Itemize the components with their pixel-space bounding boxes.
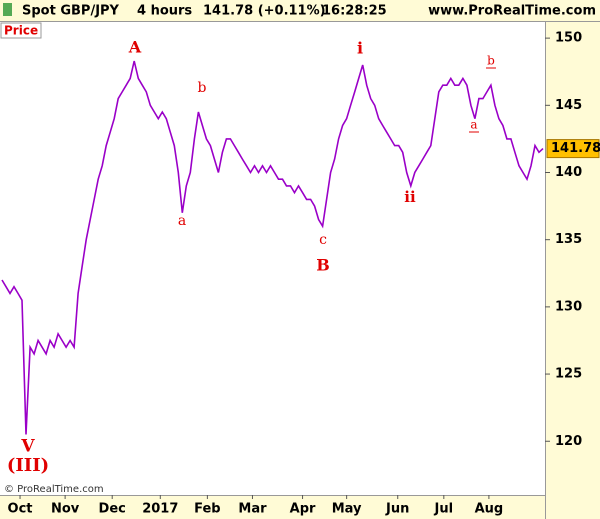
panel-label-box [0,22,42,39]
panel-label: Price [4,24,38,38]
last-price: 141.78 (+0.11%) [203,4,326,19]
y-tick-label: 140 [555,165,582,180]
y-tick-label: 130 [555,299,582,314]
last-price-label: 141.78 [551,141,600,156]
wave-label: b [198,80,207,96]
site: www.ProRealTime.com [428,4,596,19]
price-line [1,60,544,435]
wave-label: a [178,213,186,229]
x-tick-label: Oct [8,502,33,517]
wave-label: a [470,118,477,132]
logo [3,3,12,16]
x-tick-label: Jun [385,502,409,517]
y-tick-label: 125 [555,367,582,382]
wave-label: V [20,437,35,457]
copyright: © ProRealTime.com [4,484,104,495]
wave-label: A [128,38,142,57]
x-tick-label: Nov [51,502,80,517]
y-tick-label: 135 [555,232,582,247]
x-tick-label: Jul [434,502,454,517]
x-tick-label: Feb [194,502,220,517]
last-price-tag [546,139,600,159]
x-tick-label: Mar [238,502,267,517]
y-tick-label: 150 [555,31,582,46]
x-tick-label: May [332,502,362,517]
x-axis-panel [0,495,545,519]
header-bar [0,0,600,21]
instrument: Spot GBP/JPY [22,4,120,19]
wave-label: c [319,232,327,248]
y-tick-label: 145 [555,98,582,113]
x-tick-label: Dec [99,502,126,517]
timeframe: 4 hours [137,4,192,19]
x-tick-label: Apr [290,502,316,517]
wave-label: ii [404,188,416,206]
wave-label: i [357,39,363,58]
y-tick-label: 120 [555,434,582,449]
x-tick-label: 2017 [142,502,178,517]
y-axis-panel [545,21,600,519]
wave-label: (III) [7,455,49,476]
wave-label: b [487,54,495,68]
time: 16:28:25 [322,4,387,19]
wave-label: B [316,256,330,275]
x-tick-label: Aug [475,502,504,517]
